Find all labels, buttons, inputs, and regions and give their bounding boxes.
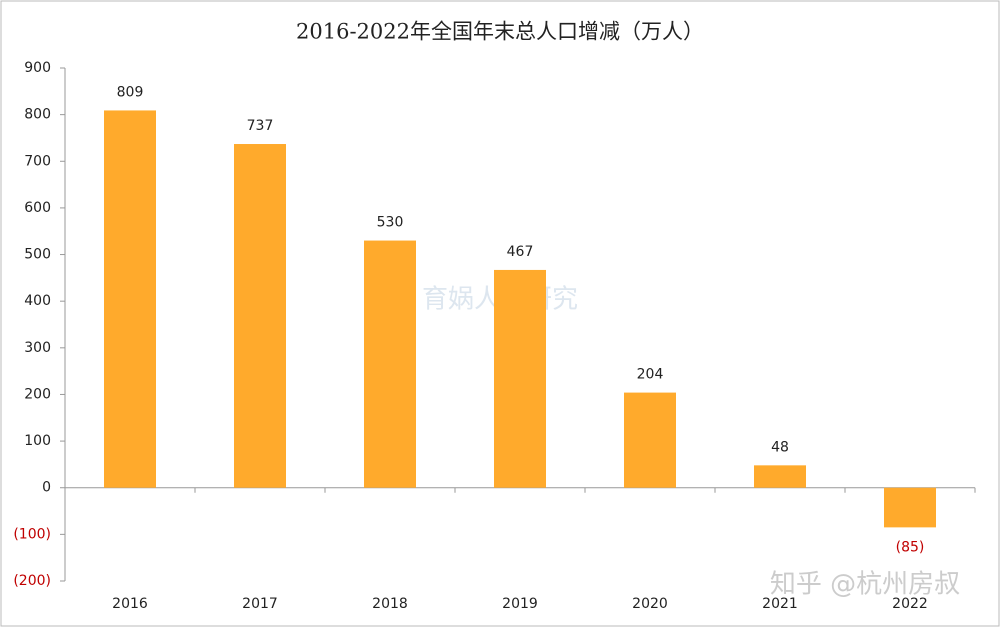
y-tick-label: 200 [24,386,51,402]
value-label: 737 [247,118,274,134]
bar [364,240,416,488]
y-tick-label: (100) [13,526,51,542]
x-tick-label: 2020 [632,596,668,612]
bar [754,465,806,488]
x-tick-label: 2021 [762,596,798,612]
y-tick-label: (200) [13,573,51,589]
x-tick-label: 2017 [242,596,278,612]
chart-title: 2016-2022年全国年末总人口增减（万人） [296,20,704,44]
y-tick-label: 300 [24,340,51,356]
y-tick-label: 500 [24,247,51,263]
y-tick-label: 900 [24,60,51,76]
bar [234,144,286,488]
value-label: 530 [377,215,404,231]
x-tick-label: 2016 [112,596,148,612]
bar [494,269,546,488]
y-tick-label: 800 [24,107,51,123]
y-tick-label: 0 [42,480,51,496]
value-label: 48 [771,439,789,455]
value-label: (85) [896,539,925,555]
x-tick-label: 2022 [892,596,928,612]
value-label: 204 [637,367,664,383]
y-tick-label: 600 [24,200,51,216]
bar [624,392,676,488]
x-tick-label: 2018 [372,596,408,612]
y-tick-label: 400 [24,293,51,309]
bar [884,487,936,528]
x-tick-label: 2019 [502,596,538,612]
bar [104,110,156,488]
value-label: 809 [117,84,144,100]
watermark: 知乎 @杭州房叔 [770,570,960,600]
y-tick-label: 100 [24,433,51,449]
value-label: 467 [507,244,534,260]
y-tick-label: 700 [24,153,51,169]
